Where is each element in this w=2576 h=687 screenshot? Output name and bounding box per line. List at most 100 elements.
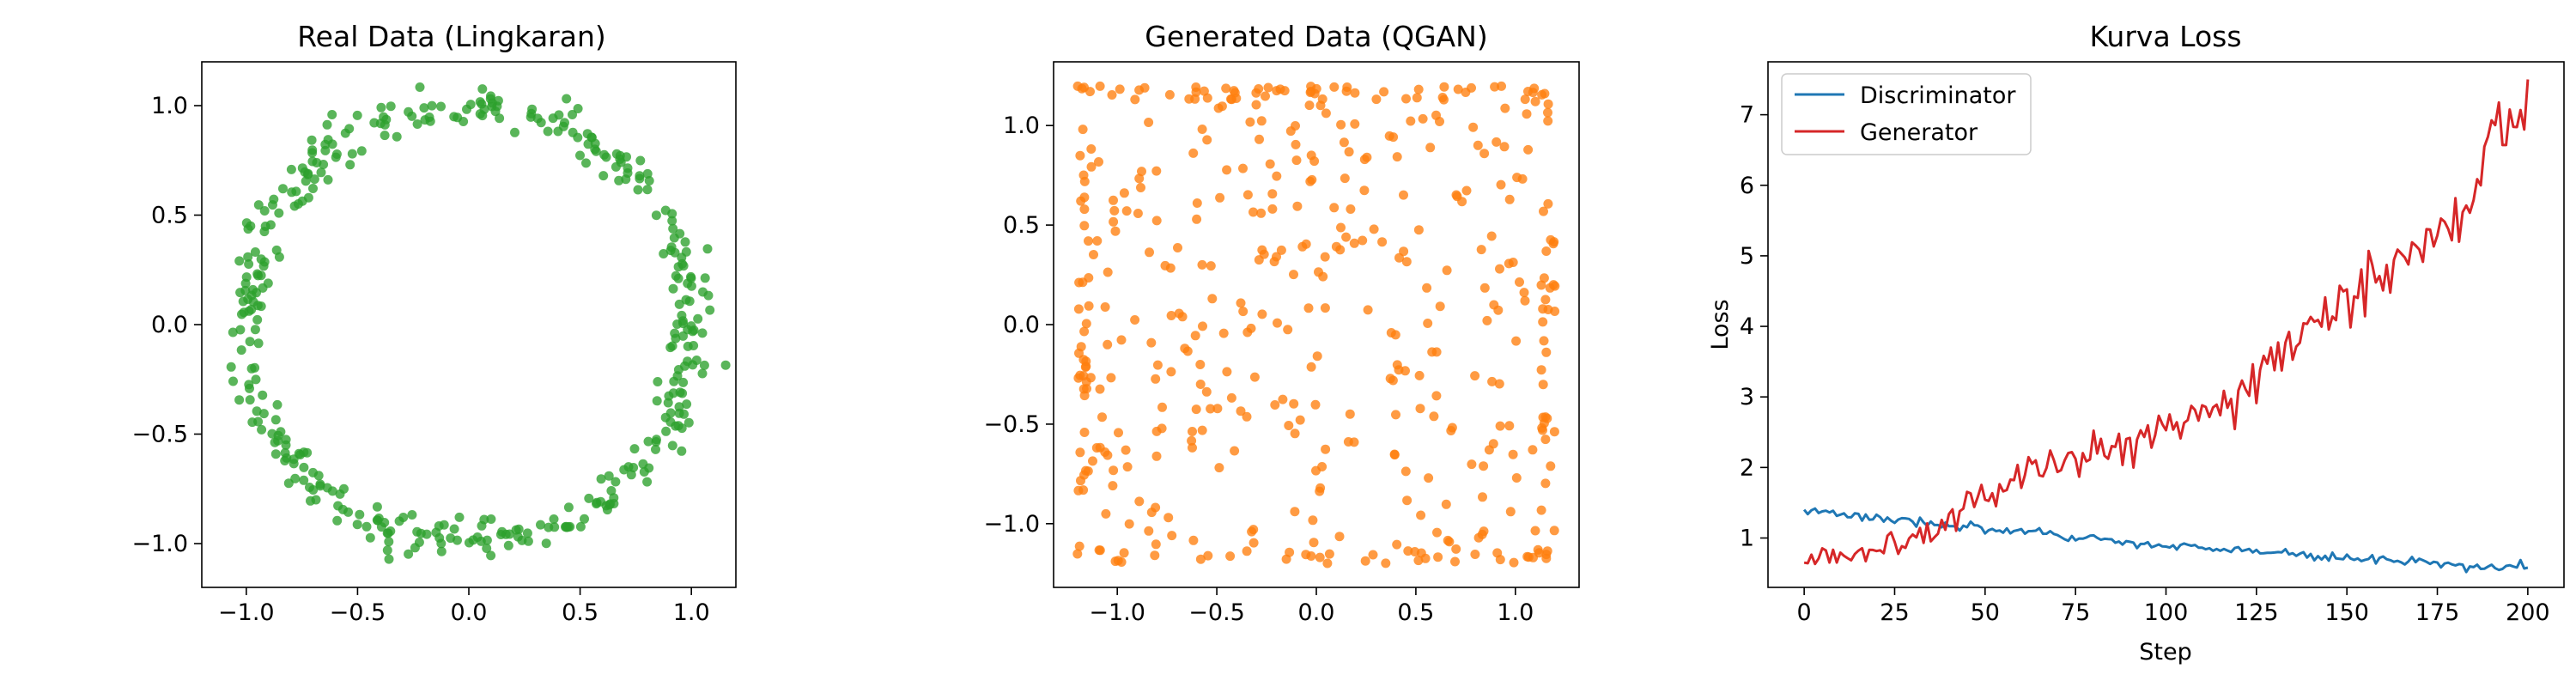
generated-data-point bbox=[1278, 394, 1288, 404]
real-data-point bbox=[434, 532, 445, 543]
generated-data-point bbox=[1221, 83, 1231, 94]
generated-data-point bbox=[1166, 311, 1176, 320]
real-data-point bbox=[697, 368, 708, 379]
generated-data-point bbox=[1539, 336, 1549, 346]
generated-data-point bbox=[1222, 165, 1232, 175]
real-data-point bbox=[228, 376, 238, 386]
generated-data-point bbox=[1504, 421, 1515, 431]
generated-data-point bbox=[1075, 150, 1085, 161]
real-data-point bbox=[668, 283, 678, 294]
generated-data-point bbox=[1324, 549, 1334, 559]
legend-label-generator: Generator bbox=[1860, 119, 1978, 146]
y-tick-label: 0.5 bbox=[1003, 212, 1040, 239]
generated-data-point bbox=[1079, 428, 1090, 437]
real-data-point bbox=[253, 271, 263, 281]
y-tick-label: 1.0 bbox=[151, 93, 188, 119]
generated-data-point bbox=[1432, 527, 1442, 538]
real-data-point bbox=[623, 163, 633, 173]
real-data-point bbox=[475, 97, 485, 107]
generated-data-point bbox=[1267, 189, 1278, 199]
generated-data-point bbox=[1538, 304, 1548, 314]
y-tick-label: −1.0 bbox=[131, 531, 188, 557]
generated-data-point bbox=[1413, 84, 1424, 94]
generated-data-point bbox=[1100, 302, 1110, 312]
generated-data-point bbox=[1197, 425, 1207, 435]
generated-data-point bbox=[1279, 86, 1290, 96]
real-data-point bbox=[251, 374, 261, 385]
y-tick-label: 5 bbox=[1740, 243, 1754, 270]
generated-data-point bbox=[1206, 261, 1216, 271]
generated-data-point bbox=[1094, 157, 1103, 167]
generated-data-point bbox=[1081, 356, 1091, 367]
generated-data-point bbox=[1150, 550, 1160, 561]
real-data-point bbox=[280, 456, 290, 465]
loss-legend: Discriminator Generator bbox=[1781, 73, 2032, 155]
generated-data-point bbox=[1079, 470, 1089, 480]
real-data-point bbox=[412, 526, 422, 537]
generated-data-point bbox=[1482, 315, 1492, 325]
generated-data-point bbox=[1494, 379, 1504, 389]
real-data-point bbox=[453, 112, 463, 123]
real-data-point bbox=[352, 520, 362, 530]
real-data-point bbox=[477, 84, 488, 94]
generated-data-point bbox=[1441, 499, 1451, 509]
generated-data-point bbox=[1329, 203, 1340, 213]
generated-data-point bbox=[1225, 551, 1236, 562]
generated-data-point bbox=[1508, 258, 1518, 267]
real-data-point bbox=[678, 377, 689, 387]
loss-line-discriminator bbox=[1802, 507, 2529, 574]
generated-data-point bbox=[1137, 167, 1146, 177]
generated-data-point bbox=[1088, 456, 1097, 466]
y-tick-label: −0.5 bbox=[983, 411, 1040, 438]
generated-data-point bbox=[1292, 201, 1303, 211]
real-data-point bbox=[699, 360, 709, 370]
real-data-point bbox=[243, 252, 253, 262]
generated-data-point bbox=[1078, 170, 1089, 180]
real-data-point bbox=[541, 538, 551, 549]
generated-data-point bbox=[1336, 222, 1346, 233]
generated-data-point bbox=[1108, 481, 1118, 491]
real-data-point bbox=[549, 514, 559, 524]
generated-data-point bbox=[1321, 444, 1331, 454]
generated-data-point bbox=[1109, 205, 1120, 216]
generated-data-point bbox=[1151, 426, 1162, 436]
real-data-point bbox=[651, 444, 660, 454]
generated-data-point bbox=[1283, 325, 1293, 335]
generated-data-point bbox=[1116, 335, 1127, 345]
generated-data-point bbox=[1528, 552, 1538, 562]
generated-data-point bbox=[1433, 552, 1443, 562]
generated-data-point bbox=[1315, 552, 1325, 562]
generated-data-point bbox=[1487, 376, 1498, 386]
real-data-point bbox=[398, 513, 409, 522]
generated-data-point bbox=[1192, 214, 1202, 224]
generated-data-point bbox=[1134, 496, 1145, 507]
x-tick-label: −0.5 bbox=[1188, 599, 1245, 626]
generated-data-point bbox=[1303, 303, 1314, 313]
real-data-point bbox=[323, 174, 333, 185]
real-data-point bbox=[392, 131, 402, 142]
generated-data-point bbox=[1242, 411, 1252, 422]
real-data-point bbox=[674, 299, 684, 309]
generated-data-title: Generated Data (QGAN) bbox=[1145, 20, 1487, 53]
real-data-point bbox=[331, 152, 341, 162]
generated-data-point bbox=[1541, 246, 1552, 256]
generated-data-point bbox=[1444, 537, 1455, 547]
real-data-point bbox=[436, 101, 446, 112]
real-data-point bbox=[651, 210, 661, 221]
real-data-point bbox=[683, 417, 694, 428]
generated-data-point bbox=[1492, 137, 1502, 147]
generated-data-point bbox=[1479, 283, 1490, 293]
generated-data-point bbox=[1320, 303, 1330, 313]
generated-data-point bbox=[1520, 94, 1530, 105]
real-data-point bbox=[682, 399, 692, 410]
generated-data-point bbox=[1359, 185, 1370, 196]
real-data-point bbox=[253, 338, 264, 349]
generated-data-point bbox=[1136, 183, 1145, 192]
generated-data-point bbox=[1261, 91, 1270, 101]
real-data-point bbox=[568, 110, 577, 119]
real-data-point bbox=[274, 208, 284, 218]
real-data-point bbox=[626, 470, 636, 480]
real-data-point bbox=[561, 522, 570, 532]
real-data-point bbox=[320, 145, 331, 155]
generated-data-point bbox=[1467, 459, 1477, 470]
